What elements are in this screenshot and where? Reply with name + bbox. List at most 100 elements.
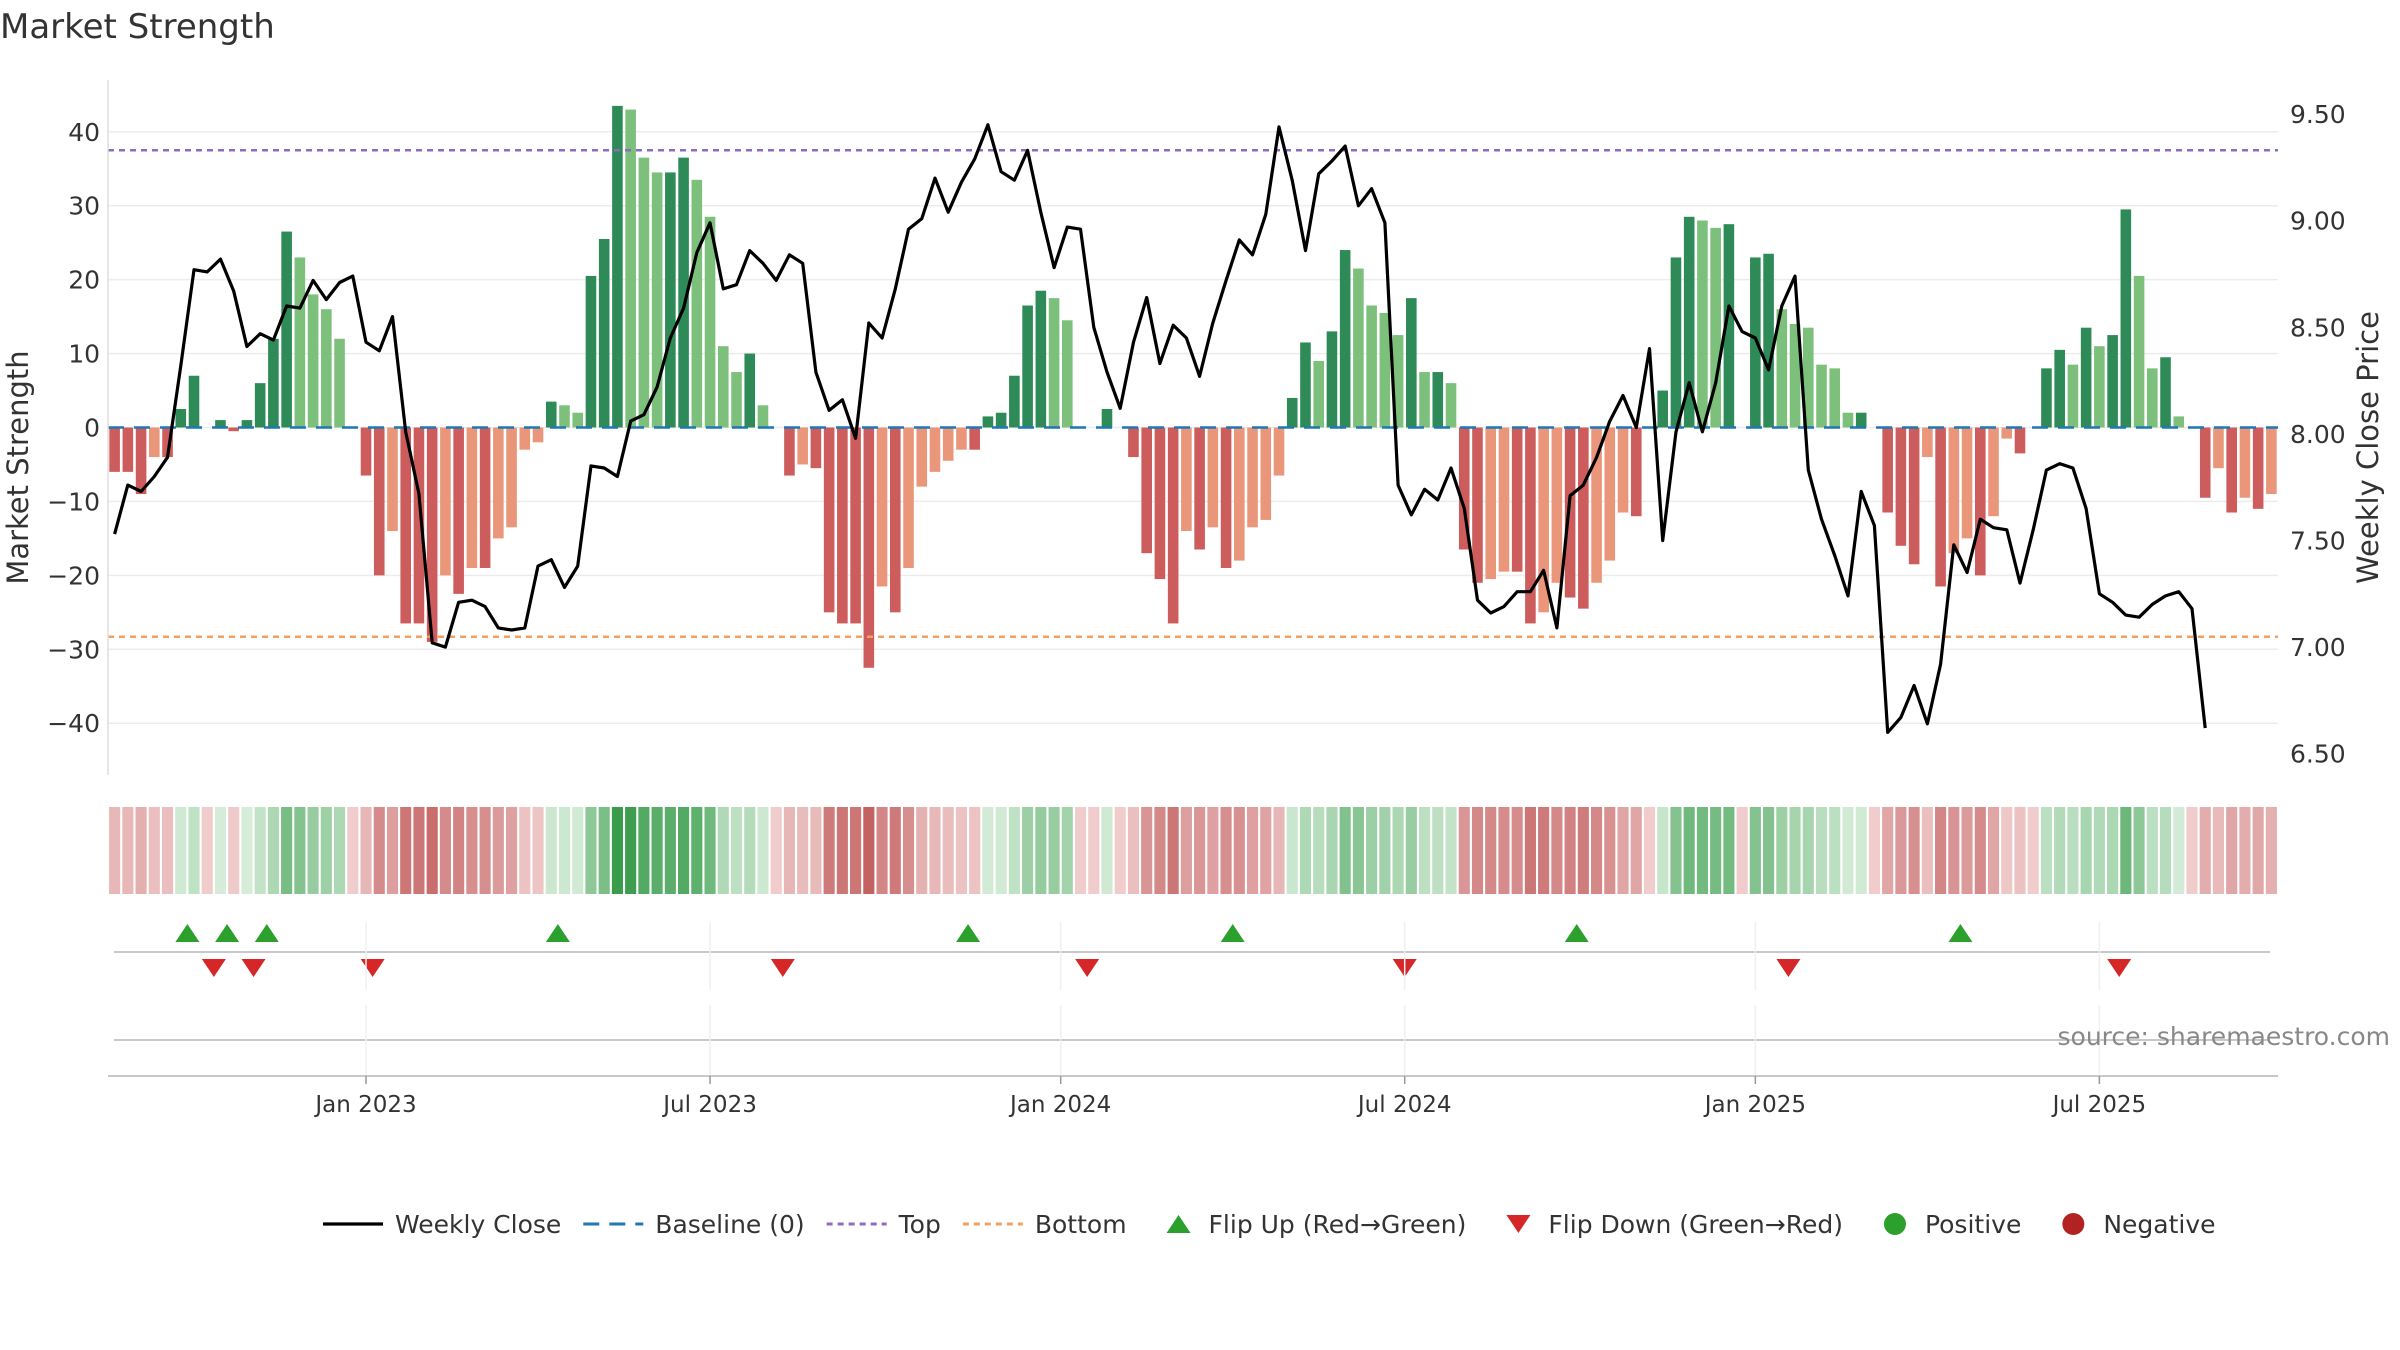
flip-up-marker	[956, 924, 981, 942]
heat-cell	[2265, 807, 2277, 894]
strength-bar	[1406, 298, 1417, 428]
heat-cell	[1392, 807, 1404, 894]
strength-bar	[1498, 427, 1510, 572]
strength-bar	[1300, 342, 1311, 428]
heat-cell	[1961, 807, 1973, 894]
strength-bar	[982, 416, 994, 428]
strength-bar	[373, 427, 385, 576]
flip-down-marker	[360, 959, 385, 977]
heat-cell	[1868, 807, 1880, 894]
heat-cell	[1220, 807, 1232, 894]
heat-cell	[1987, 807, 2000, 894]
strength-bar	[2266, 427, 2277, 495]
heat-cell	[1432, 807, 1444, 894]
strength-bar	[506, 427, 517, 528]
x-tick-label: Jan 2023	[313, 1092, 416, 1118]
strength-bar	[2041, 368, 2052, 428]
strength-bar	[175, 409, 187, 428]
strength-bar	[1657, 390, 1669, 428]
strength-bar	[1710, 227, 1721, 428]
strength-bar	[2239, 427, 2251, 498]
heat-cell	[2040, 807, 2053, 894]
heat-cell	[955, 807, 968, 894]
heat-cell	[466, 807, 478, 894]
strength-bar	[612, 105, 623, 428]
heat-cell	[1524, 807, 1536, 894]
strength-bar	[1472, 427, 1483, 583]
heat-cell	[1418, 807, 1431, 894]
strength-bar	[2133, 275, 2145, 428]
source-note: source: sharemaestro.com	[2058, 1022, 2391, 1051]
strength-bar	[1974, 427, 1986, 576]
right-tick-label: 7.00	[2290, 633, 2346, 662]
strength-bar	[135, 427, 147, 495]
left-tick-label: 0	[84, 414, 100, 443]
legend-label-bottom: Bottom	[1035, 1210, 1127, 1239]
strength-bar	[1181, 427, 1192, 532]
strength-bar	[2160, 357, 2171, 428]
strength-bar	[1802, 327, 1814, 428]
heat-cell	[439, 807, 451, 894]
heat-cell	[1908, 807, 1920, 894]
heat-cell	[664, 807, 676, 894]
strength-bar	[1141, 427, 1152, 554]
heat-cell	[1921, 807, 1933, 894]
right-tick-label: 9.50	[2290, 100, 2346, 129]
heat-cell	[400, 807, 412, 894]
right-tick-label: 8.00	[2290, 420, 2346, 449]
left-tick-label: 30	[68, 192, 100, 221]
strength-bar	[837, 427, 848, 624]
strength-bar	[334, 338, 345, 428]
strength-bar	[1392, 335, 1404, 428]
strength-bar	[1339, 250, 1351, 428]
strength-bar	[122, 427, 134, 472]
strength-bar	[281, 231, 292, 428]
heat-cell	[122, 807, 134, 894]
heat-cell	[1842, 807, 1854, 894]
strength-bar	[1604, 427, 1616, 561]
strength-bar	[215, 420, 226, 428]
heat-cell	[2159, 807, 2172, 894]
heat-cell	[1154, 807, 1166, 894]
strength-bar	[268, 338, 279, 428]
strength-bar	[1048, 298, 1060, 428]
heat-cell	[1591, 807, 1603, 894]
strength-bar	[598, 238, 610, 428]
strength-bar	[466, 427, 478, 568]
strength-bar	[625, 109, 636, 428]
heat-cell	[1379, 807, 1391, 894]
strength-bar	[1022, 305, 1033, 428]
heat-cell	[1167, 807, 1179, 894]
strength-bar	[797, 427, 808, 465]
heat-cell	[1088, 807, 1100, 894]
heat-cell	[294, 807, 306, 894]
heat-cell	[744, 807, 756, 894]
heat-cell	[1233, 807, 1245, 894]
heat-cell	[1511, 807, 1523, 894]
heat-cell	[585, 807, 597, 894]
legend-label-flip_down: Flip Down (Green→Red)	[1548, 1210, 1843, 1239]
heat-cell	[863, 807, 875, 894]
strength-bar	[1525, 427, 1536, 624]
x-tick-label: Jul 2024	[1356, 1092, 1452, 1118]
legend-positive-dot	[1883, 1213, 1906, 1235]
flip-down-marker	[201, 959, 226, 977]
heat-cell	[1352, 807, 1364, 894]
strength-bar	[1895, 427, 1907, 546]
strength-bar	[2120, 209, 2132, 428]
heat-cell	[453, 807, 465, 894]
heat-cell	[850, 807, 862, 894]
strength-bar	[426, 427, 438, 642]
heat-cell	[1022, 807, 1034, 894]
heat-cell	[1657, 807, 1669, 894]
x-tick-label: Jul 2023	[661, 1092, 757, 1118]
right-tick-label: 9.00	[2290, 207, 2346, 236]
strength-bar	[1750, 257, 1761, 428]
left-tick-label: −40	[47, 709, 100, 738]
strength-bar	[1551, 427, 1563, 583]
strength-bar	[1683, 216, 1695, 428]
heat-cell	[770, 807, 782, 894]
heat-cell	[2133, 807, 2145, 894]
strength-bar	[1922, 427, 1933, 458]
strength-bar	[757, 405, 769, 428]
